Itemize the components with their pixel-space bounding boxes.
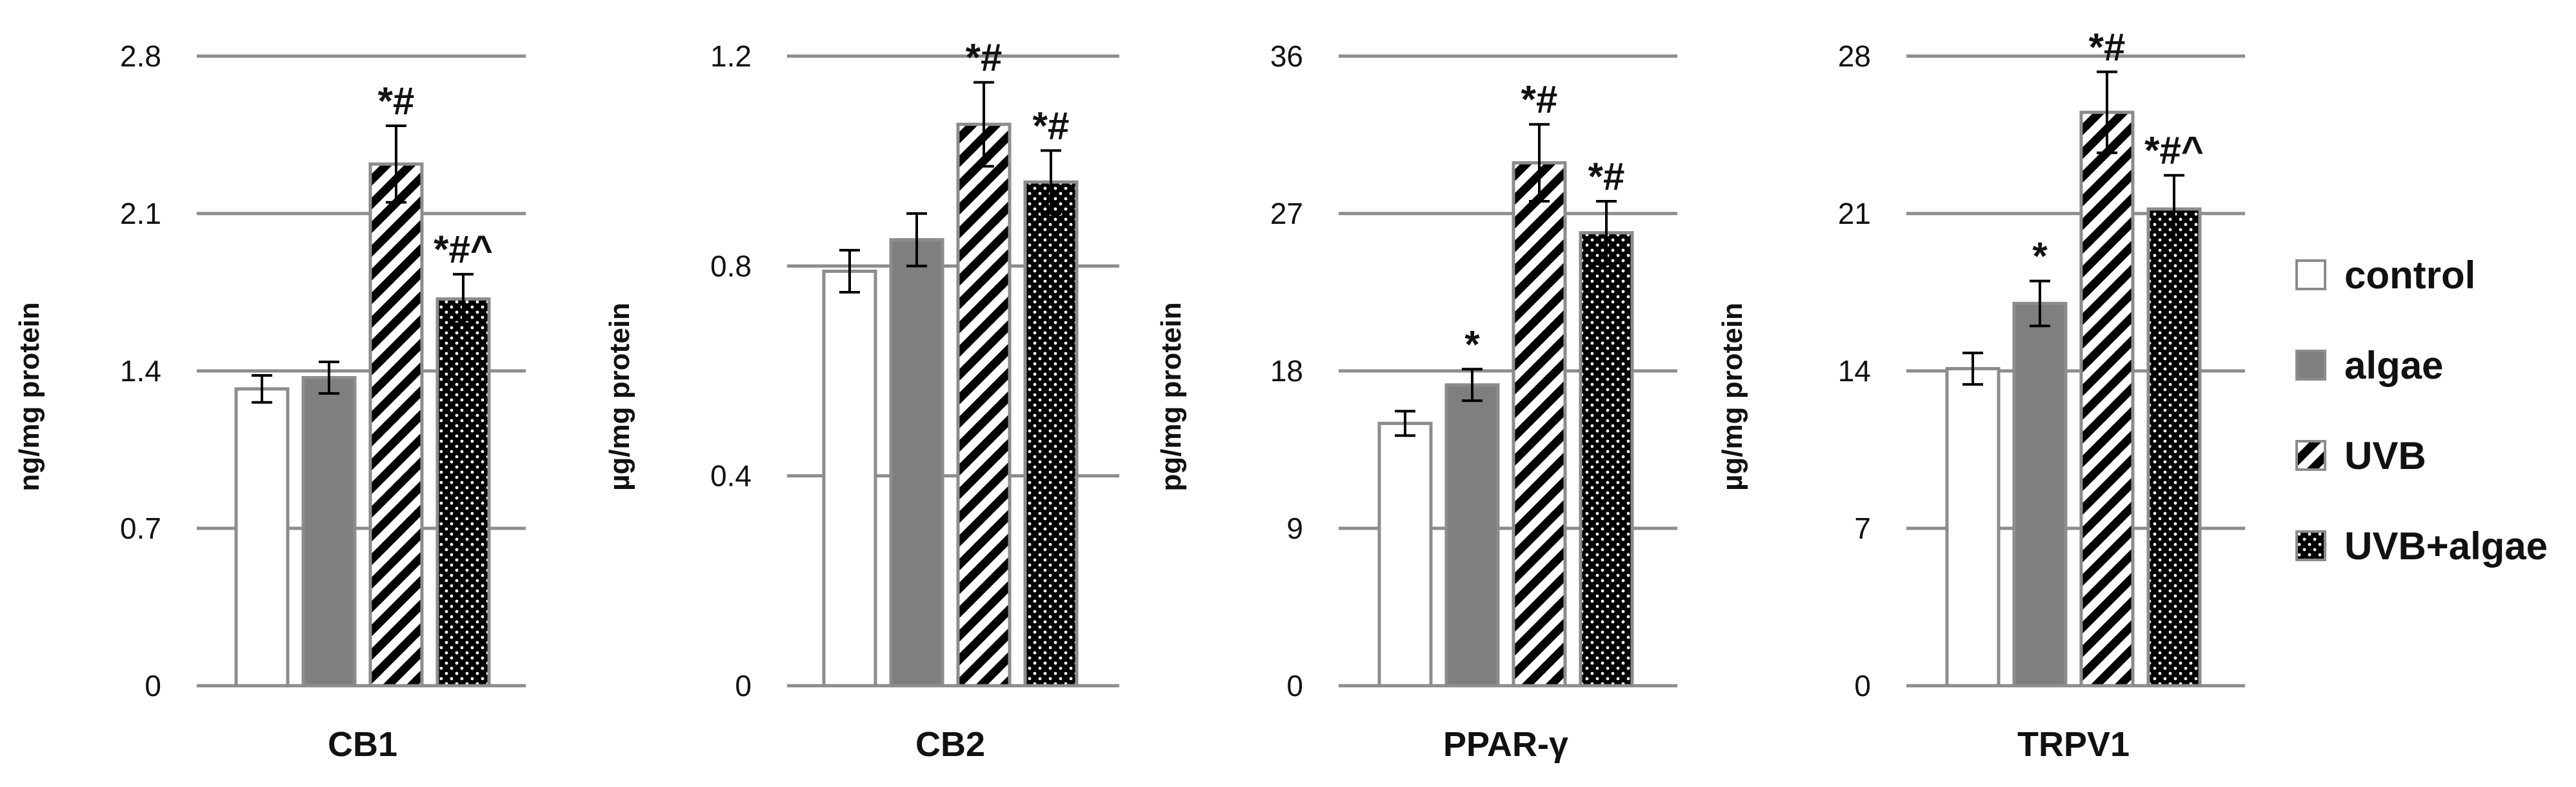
- legend-swatch: [2295, 440, 2326, 471]
- x-axis-label: TRPV1: [2017, 725, 2130, 764]
- y-tick-label: 0: [1286, 669, 1303, 702]
- y-tick-label: 0.7: [120, 512, 161, 545]
- legend-swatch: [2295, 259, 2326, 290]
- legend-entry-control: control: [2295, 254, 2475, 297]
- y-tick-label: 28: [1838, 39, 1871, 73]
- y-tick-label: 2.1: [120, 197, 161, 230]
- legend-label: algae: [2344, 344, 2443, 387]
- legend: control algae UVB UVB+algae: [2295, 254, 2548, 568]
- significance-marker: *#: [1521, 78, 1558, 121]
- y-tick-label: 1.2: [710, 39, 752, 73]
- significance-marker: *#: [378, 79, 415, 123]
- y-tick-label: 0.4: [710, 459, 752, 493]
- panel-cb1: 0 0.7 1.4 2.1 2.8 ng/mg protein *# *#^ CB1: [14, 39, 526, 764]
- y-tick-label: 0: [735, 669, 752, 702]
- significance-marker: *: [2032, 235, 2048, 278]
- y-tick-label: 2.8: [120, 39, 161, 73]
- bar-uvb-algae: [435, 297, 491, 688]
- y-tick-label: 0: [145, 669, 161, 702]
- significance-marker: *: [1464, 323, 1480, 366]
- y-tick-label: 7: [1854, 512, 1871, 545]
- y-tick-label: 1.4: [120, 354, 161, 388]
- y-tick-label: 36: [1270, 39, 1303, 73]
- bar-uvb-algae: [1579, 231, 1634, 688]
- y-tick-label: 18: [1270, 354, 1303, 388]
- significance-marker: *#: [966, 36, 1003, 79]
- y-tick-label: 9: [1286, 512, 1303, 545]
- legend-label: UVB: [2344, 434, 2426, 477]
- panel-cb2: 0 0.4 0.8 1.2 µg/mg protein *# *# CB2: [604, 36, 1119, 764]
- legend-label: UVB+algae: [2344, 524, 2548, 568]
- bar-uvb: [956, 123, 1012, 688]
- bar-uvb: [368, 162, 424, 688]
- bar-uvb: [1512, 161, 1567, 688]
- bar-algae: [1444, 383, 1500, 688]
- bar-control: [1377, 421, 1433, 688]
- y-tick-label: 0.8: [710, 249, 752, 283]
- panel-trpv1: 0 7 14 21 28 µg/mg protein * *# *#^ TRPV1: [1717, 25, 2245, 764]
- significance-marker: *#^: [2144, 129, 2204, 172]
- legend-swatch: [2295, 350, 2326, 381]
- legend-label: control: [2344, 254, 2475, 297]
- bar-uvb-algae: [1023, 180, 1079, 688]
- bar-algae: [889, 238, 944, 688]
- y-axis-label: µg/mg protein: [604, 303, 635, 491]
- bar-algae: [2012, 301, 2068, 688]
- panel-ppar-: 0 9 18 27 36 pg/mg protein * *# *# PPAR-γ: [1155, 39, 1677, 764]
- y-tick-label: 0: [1854, 669, 1871, 702]
- bar-uvb-algae: [2146, 207, 2202, 688]
- bar-uvb: [2079, 110, 2135, 688]
- y-tick-label: 27: [1270, 197, 1303, 230]
- y-tick-label: 21: [1838, 197, 1871, 230]
- legend-entry-uvb-algae: UVB+algae: [2295, 524, 2548, 568]
- significance-marker: *#: [1588, 155, 1625, 198]
- significance-marker: *#^: [434, 228, 493, 271]
- x-axis-label: CB1: [328, 725, 397, 764]
- bar-control: [234, 387, 290, 688]
- legend-entry-uvb: UVB: [2295, 434, 2426, 477]
- significance-marker: *#: [1033, 104, 1070, 147]
- bar-control: [1945, 367, 2001, 688]
- legend-swatch: [2295, 530, 2326, 561]
- y-tick-label: 14: [1838, 354, 1871, 388]
- y-axis-label: ng/mg protein: [14, 302, 45, 491]
- significance-marker: *#: [2089, 25, 2126, 68]
- x-axis-label: CB2: [915, 725, 985, 764]
- bar-control: [822, 269, 877, 688]
- bar-algae: [301, 375, 357, 688]
- x-axis-label: PPAR-γ: [1443, 725, 1568, 764]
- y-axis-label: µg/mg protein: [1717, 303, 1748, 491]
- chart-panels: 0 0.7 1.4 2.1 2.8 ng/mg protein *# *#^ CB1 0 0.4 0.…: [14, 25, 2245, 764]
- y-axis-label: pg/mg protein: [1155, 302, 1187, 491]
- legend-entry-algae: algae: [2295, 344, 2443, 387]
